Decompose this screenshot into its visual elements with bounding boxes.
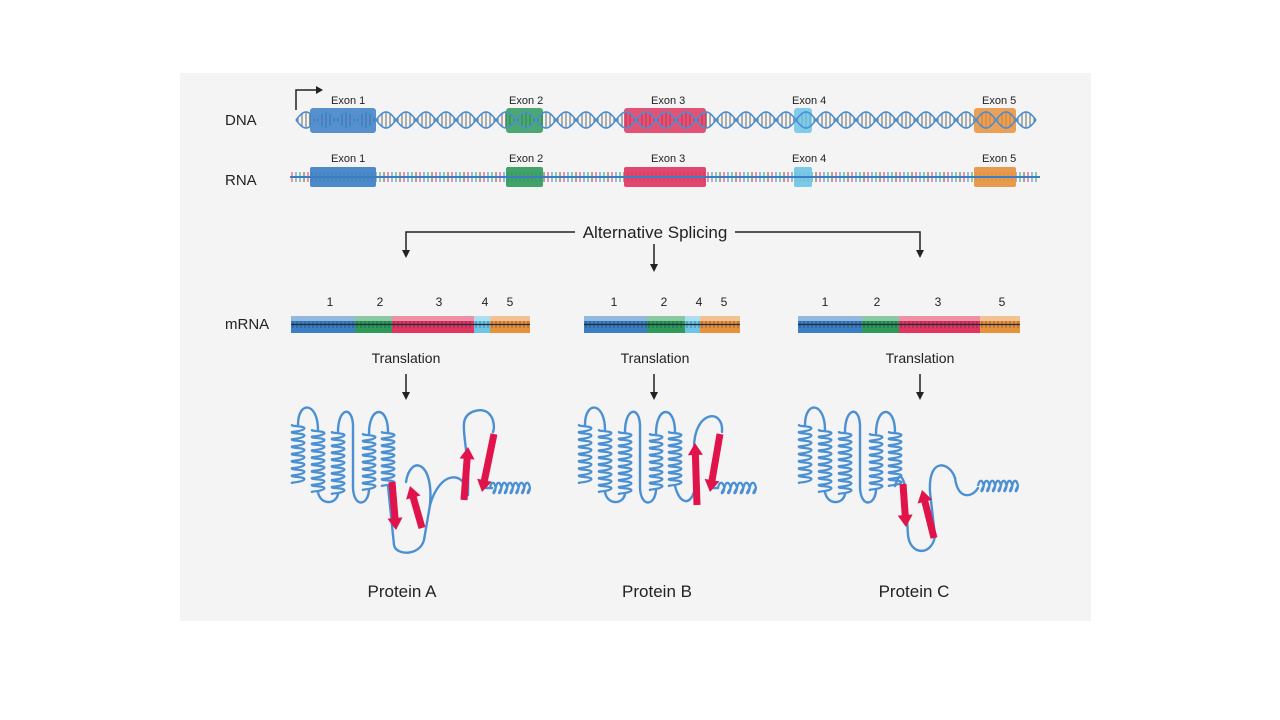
transcription-start-arrow	[295, 89, 316, 110]
rna-exon-4-label: Exon 4	[792, 153, 826, 165]
dna-exon-5-label: Exon 5	[982, 95, 1016, 107]
mrna-b-exon-2-number: 2	[661, 295, 668, 309]
protein-c-structure	[797, 406, 1020, 553]
translation-label-c: Translation	[886, 350, 955, 366]
rna-row-label: RNA	[225, 172, 257, 189]
mrna-b-exon-5-number: 5	[721, 295, 728, 309]
mrna-c-exon-3-number: 3	[935, 295, 942, 309]
mrna-a-exon-5-number: 5	[507, 295, 514, 309]
diagram-panel	[180, 73, 1091, 621]
protein-a-strand-1	[387, 481, 403, 530]
mrna-b-exon-4-number: 4	[696, 295, 703, 309]
protein-a-strand-3	[459, 447, 475, 501]
protein-a-strand-2	[406, 486, 426, 529]
protein-a-structure	[290, 406, 532, 554]
rna-strand	[290, 167, 1040, 187]
alternative-splicing-label: Alternative Splicing	[583, 223, 728, 242]
rna-exon-3-label: Exon 3	[651, 153, 685, 165]
dna-exon-2-box	[506, 108, 543, 133]
protein-a-label: Protein A	[368, 582, 438, 601]
translation-arrows	[405, 374, 921, 392]
dna-strand	[295, 86, 1037, 133]
mrna-c-exon-5-number: 5	[999, 295, 1006, 309]
protein-b-label: Protein B	[622, 582, 692, 601]
dna-exon-1-label: Exon 1	[331, 95, 365, 107]
rna-exon-5-label: Exon 5	[982, 153, 1016, 165]
dna-row-label: DNA	[225, 112, 257, 129]
dna-exon-3-box	[624, 108, 706, 133]
rna-exon-2-label: Exon 2	[509, 153, 543, 165]
dna-exon-1-box	[310, 108, 376, 133]
dna-exon-3-label: Exon 3	[651, 95, 685, 107]
protein-c-strand-2	[917, 490, 938, 539]
dna-exon-4-label: Exon 4	[792, 95, 826, 107]
protein-c-label: Protein C	[879, 582, 950, 601]
splicing-arrowheads	[402, 250, 924, 272]
translation-arrowheads	[402, 392, 924, 400]
splicing-connector	[405, 231, 921, 264]
translation-label-a: Translation	[372, 350, 441, 366]
mrna-a-exon-3-number: 3	[436, 295, 443, 309]
transcription-start-arrowhead	[316, 86, 323, 94]
mrna-a-exon-1-number: 1	[327, 295, 334, 309]
rna-exon-1-label: Exon 1	[331, 153, 365, 165]
mrna-isoforms	[291, 316, 1020, 333]
mrna-a-exon-2-number: 2	[377, 295, 384, 309]
mrna-row-label: mRNA	[225, 316, 269, 333]
protein-b-strand-2	[704, 433, 724, 492]
dna-exon-2-label: Exon 2	[509, 95, 543, 107]
protein-b-structure	[577, 406, 758, 506]
protein-c-strand-1	[897, 483, 913, 527]
mrna-c-exon-1-number: 1	[822, 295, 829, 309]
protein-b-strand-1	[687, 443, 703, 506]
dna-exon-4-box	[794, 108, 812, 133]
mrna-b-exon-1-number: 1	[611, 295, 618, 309]
translation-label-b: Translation	[621, 350, 690, 366]
mrna-c-exon-2-number: 2	[874, 295, 881, 309]
protein-a-strand-4	[477, 433, 498, 492]
mrna-a-exon-4-number: 4	[482, 295, 489, 309]
